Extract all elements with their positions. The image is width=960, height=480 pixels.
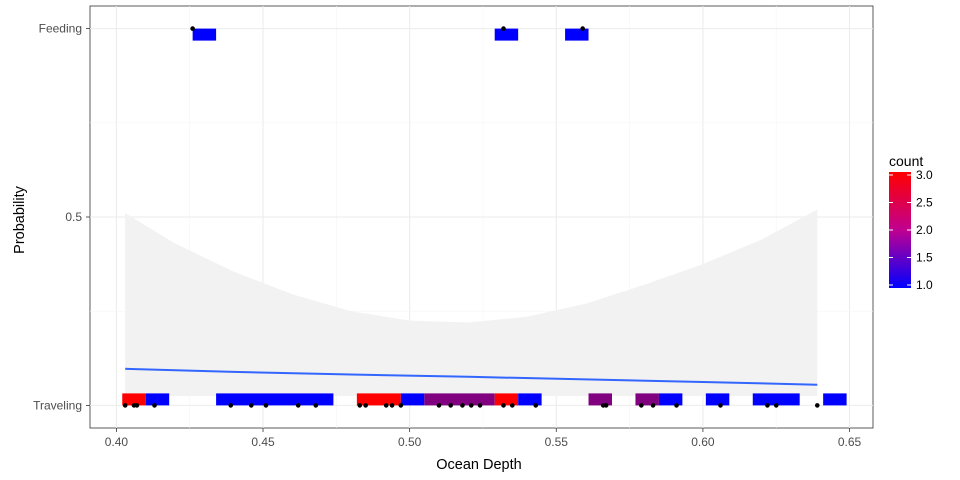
count-bins	[122, 28, 847, 406]
traveling-point	[718, 403, 723, 408]
traveling-point	[501, 403, 506, 408]
traveling-bin	[356, 393, 401, 406]
traveling-bin	[658, 393, 683, 406]
legend-label: 3.0	[916, 168, 933, 182]
legend-label: 1.0	[916, 278, 933, 292]
traveling-point	[152, 403, 157, 408]
traveling-point	[248, 403, 254, 408]
traveling-point	[765, 403, 770, 408]
traveling-point	[398, 403, 404, 408]
traveling-point	[639, 403, 644, 408]
legend-label: 1.5	[916, 251, 933, 265]
x-tick-label: 0.45	[251, 435, 275, 449]
fit-line	[125, 367, 818, 386]
x-tick-label: 0.60	[691, 435, 715, 449]
x-tick-label: 0.55	[545, 435, 569, 449]
axes: 0.40 0.45 0.50 0.55 0.60 0.65 Traveling 0.5 Feed…	[33, 22, 861, 449]
traveling-point	[389, 403, 395, 408]
y-tick-label: Feeding	[39, 22, 82, 36]
data-points	[122, 26, 820, 408]
traveling-point	[533, 403, 539, 408]
traveling-point	[448, 403, 454, 408]
traveling-point	[674, 403, 679, 408]
traveling-bin	[494, 393, 519, 406]
x-axis-title: Ocean Depth	[436, 457, 521, 473]
feeding-point	[190, 26, 195, 31]
legend-colorbar	[889, 172, 911, 288]
traveling-point	[263, 403, 269, 408]
confidence-band	[125, 209, 818, 396]
traveling-point	[383, 403, 389, 408]
x-tick-label: 0.65	[838, 435, 862, 449]
traveling-point	[228, 403, 234, 408]
legend: count 3.0 2.5 2.0 1.5 1.0	[889, 153, 933, 292]
traveling-bin	[752, 393, 800, 406]
traveling-point	[122, 403, 128, 408]
traveling-bin	[588, 393, 612, 406]
feeding-bin	[192, 28, 217, 41]
legend-label: 2.0	[916, 223, 933, 237]
traveling-bin	[400, 393, 425, 406]
feeding-bin	[494, 28, 519, 41]
legend-title: count	[889, 153, 923, 169]
traveling-point	[509, 403, 515, 408]
traveling-point	[603, 403, 609, 408]
feeding-point	[580, 26, 585, 31]
traveling-point	[814, 403, 820, 408]
traveling-bin	[635, 393, 659, 406]
traveling-point	[773, 403, 779, 408]
traveling-bin	[145, 393, 170, 406]
legend-label: 2.5	[916, 196, 933, 210]
traveling-point	[436, 403, 442, 408]
x-tick-label: 0.40	[105, 435, 129, 449]
y-tick-label: 0.5	[65, 210, 82, 224]
fit-line-path	[125, 367, 818, 386]
legend-ticks: 3.0 2.5 2.0 1.5 1.0	[889, 168, 933, 292]
traveling-point	[363, 403, 368, 408]
traveling-point	[313, 403, 319, 408]
traveling-bin	[705, 393, 730, 406]
feeding-point	[501, 26, 506, 31]
traveling-point	[295, 403, 301, 408]
y-tick-label: Traveling	[33, 398, 82, 412]
traveling-point	[477, 403, 483, 408]
confidence-band-area	[125, 209, 818, 396]
traveling-bin	[823, 393, 847, 406]
traveling-bin	[518, 393, 542, 406]
traveling-bin	[216, 393, 334, 406]
traveling-bin	[122, 393, 146, 406]
traveling-point	[134, 403, 140, 408]
traveling-point	[468, 403, 474, 408]
traveling-bin	[424, 393, 495, 406]
x-tick-label: 0.50	[398, 435, 422, 449]
feeding-bin	[565, 28, 589, 41]
traveling-point	[460, 403, 465, 408]
traveling-point	[357, 403, 363, 408]
y-axis-title: Probability	[12, 185, 28, 253]
traveling-point	[650, 403, 656, 408]
